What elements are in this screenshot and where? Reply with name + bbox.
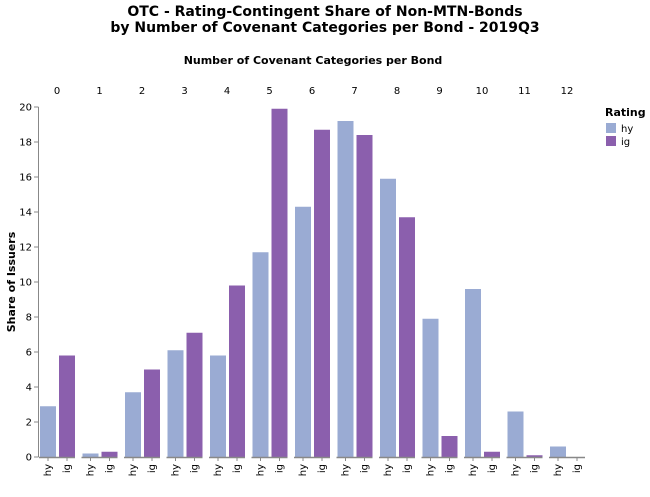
column-label: 11	[518, 86, 531, 97]
y-tick-label: 6	[26, 348, 32, 359]
bar-hy	[167, 350, 184, 457]
bar-ig	[484, 451, 500, 457]
y-axis-title: Share of Issuers	[5, 231, 18, 332]
bar-hy	[465, 289, 481, 457]
x-tick-label: ig	[105, 464, 116, 473]
x-tick-label: ig	[402, 464, 413, 473]
x-tick-label: hy	[468, 464, 479, 476]
bar-hy	[210, 355, 226, 457]
x-tick-label: hy	[553, 464, 564, 476]
x-tick-label: hy	[511, 464, 522, 476]
bar-ig	[441, 436, 458, 457]
column-label: 10	[476, 86, 489, 97]
bar-hy	[380, 178, 396, 457]
y-tick-label: 18	[19, 138, 32, 149]
x-tick-label: hy	[383, 464, 394, 476]
bar-hy	[295, 206, 311, 457]
bar-hy	[82, 453, 99, 457]
x-tick-label: ig	[147, 464, 158, 473]
y-tick-label: 10	[19, 278, 32, 289]
column-label: 4	[224, 86, 230, 97]
bar-ig	[399, 217, 415, 457]
x-tick-label: ig	[572, 464, 583, 473]
x-tick-label: hy	[43, 464, 54, 476]
bar-hy	[40, 406, 56, 457]
bar-ig	[526, 455, 543, 457]
x-tick-label: ig	[360, 464, 371, 473]
x-tick-label: hy	[298, 464, 309, 476]
y-tick-label: 0	[26, 453, 32, 464]
legend-label-hy: hy	[621, 124, 633, 135]
bar-ig	[101, 451, 118, 457]
legend-swatch-hy	[606, 123, 616, 133]
bar-ig	[59, 355, 75, 457]
y-tick-label: 2	[26, 418, 32, 429]
x-tick-label: ig	[487, 464, 498, 473]
x-tick-label: ig	[317, 464, 328, 473]
bar-hy	[252, 252, 269, 457]
legend-swatch-ig	[606, 136, 616, 146]
bar-hy	[550, 446, 566, 457]
x-tick-label: ig	[232, 464, 243, 473]
x-tick-label: hy	[426, 464, 437, 476]
x-tick-label: ig	[275, 464, 286, 473]
y-tick-label: 12	[19, 243, 32, 254]
x-tick-label: hy	[213, 464, 224, 476]
x-tick-label: hy	[171, 464, 182, 476]
legend-title: Rating	[605, 106, 646, 119]
x-tick-label: hy	[86, 464, 97, 476]
x-tick-label: hy	[128, 464, 139, 476]
y-tick-label: 20	[19, 103, 32, 114]
bar-ig	[271, 108, 288, 457]
bar-ig	[314, 129, 330, 457]
bar-hy	[337, 121, 354, 457]
bar-ig	[356, 135, 373, 457]
bar-ig	[144, 369, 160, 457]
column-label: 1	[96, 86, 102, 97]
chart-title-line1: OTC - Rating-Contingent Share of Non-MTN…	[127, 4, 522, 20]
column-axis-title: Number of Covenant Categories per Bond	[184, 54, 443, 67]
y-tick-label: 16	[19, 173, 32, 184]
column-label: 9	[436, 86, 442, 97]
bar-hy	[507, 411, 524, 457]
chart-title-line2: by Number of Covenant Categories per Bon…	[110, 20, 539, 36]
column-label: 7	[351, 86, 357, 97]
bar-hy	[422, 318, 439, 457]
column-label: 0	[54, 86, 60, 97]
column-label: 12	[561, 86, 574, 97]
x-tick-label: ig	[445, 464, 456, 473]
legend: Rating hy ig	[605, 106, 646, 148]
y-tick-label: 4	[26, 383, 32, 394]
legend-label-ig: ig	[621, 137, 630, 148]
x-tick-label: ig	[190, 464, 201, 473]
column-label: 8	[394, 86, 400, 97]
x-tick-label: ig	[62, 464, 73, 473]
column-label: 2	[139, 86, 145, 97]
bar-ig	[186, 332, 203, 457]
x-tick-label: ig	[530, 464, 541, 473]
bar-ig	[229, 285, 245, 457]
column-label: 5	[266, 86, 272, 97]
x-tick-label: hy	[341, 464, 352, 476]
column-label: 3	[181, 86, 187, 97]
y-tick-label: 14	[19, 208, 32, 219]
bar-hy	[125, 392, 141, 457]
x-tick-label: hy	[256, 464, 267, 476]
y-tick-label: 8	[26, 313, 32, 324]
column-label: 6	[309, 86, 315, 97]
